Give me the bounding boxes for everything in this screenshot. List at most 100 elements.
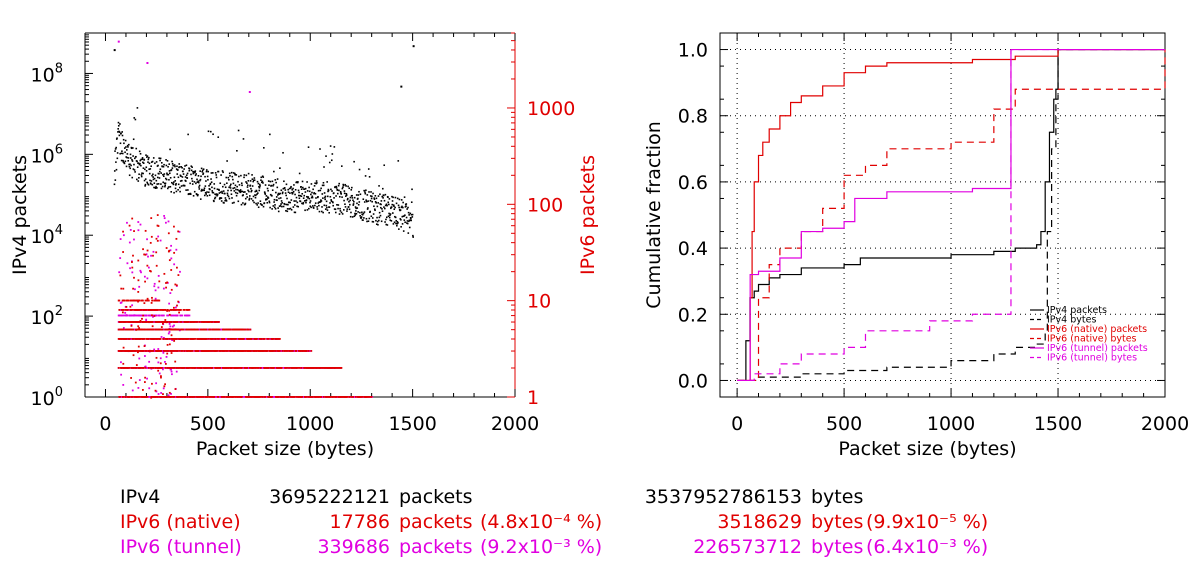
- ipv6-point: [132, 254, 134, 257]
- ipv6-point: [307, 396, 309, 398]
- ipv4-point: [166, 160, 169, 162]
- ipv6-point: [132, 328, 134, 331]
- ipv4-point: [275, 196, 278, 198]
- ipv4-point: [346, 208, 349, 210]
- ipv4-point: [290, 199, 293, 201]
- ipv4-point: [319, 189, 322, 192]
- ipv4-point: [302, 197, 305, 199]
- ipv4-point: [165, 164, 168, 167]
- ipv4-point: [279, 192, 281, 195]
- ipv4-point: [409, 219, 411, 222]
- ipv4-point: [327, 190, 329, 193]
- ipv4-point: [216, 188, 219, 191]
- ipv4-point: [324, 198, 326, 201]
- ipv6-point: [147, 337, 150, 340]
- ipv6-point: [139, 308, 142, 311]
- ipv4-point: [128, 165, 131, 168]
- ipv4-point: [389, 214, 391, 217]
- ipv6-point: [187, 350, 190, 352]
- ipv6-point: [146, 297, 149, 300]
- ipv6-point: [135, 366, 138, 369]
- ipv6-point: [183, 314, 186, 317]
- ipv4-point: [178, 166, 181, 168]
- ipv4-point: [226, 192, 229, 195]
- ipv4-point: [278, 193, 281, 195]
- ipv4-points: [113, 45, 415, 238]
- ipv4-point: [140, 164, 142, 167]
- ipv4-point: [178, 163, 181, 165]
- ipv4-point: [244, 197, 247, 200]
- ipv4-point: [159, 168, 162, 171]
- ipv6-point: [120, 301, 123, 304]
- ipv4-point: [153, 177, 156, 180]
- ipv6-point: [208, 366, 210, 369]
- ipv4-point: [330, 188, 332, 191]
- ipv4-point: [256, 193, 258, 196]
- ipv6-point: [123, 299, 126, 302]
- ipv6-point: [157, 350, 160, 352]
- ipv4-point: [394, 216, 397, 219]
- ipv6-point: [173, 263, 176, 266]
- ipv4-point: [211, 190, 214, 192]
- ipv6-point: [341, 396, 343, 398]
- ipv4-point: [334, 186, 336, 188]
- ipv6-point: [187, 366, 190, 369]
- ipv4-point: [177, 188, 179, 191]
- ipv4-point: [291, 191, 293, 194]
- ipv4-point: [125, 146, 127, 148]
- ipv4-point: [329, 202, 331, 204]
- ipv4-point: [402, 201, 404, 204]
- ipv6-point: [170, 244, 173, 247]
- ipv6-point: [297, 366, 300, 369]
- ipv4-point: [246, 186, 249, 188]
- ipv6-point: [146, 396, 149, 398]
- ipv6-point: [169, 325, 172, 328]
- ipv4-point: [259, 203, 262, 205]
- ipv6-point: [119, 238, 122, 240]
- ipv4-point: [250, 198, 253, 200]
- ipv6-point: [137, 325, 140, 328]
- ipv4-point: [212, 133, 214, 136]
- ipv4-point: [266, 201, 269, 204]
- ipv6-point: [157, 369, 160, 372]
- ipv4-point: [335, 185, 338, 188]
- ipv4-point: [230, 183, 232, 186]
- ipv4-point: [399, 218, 402, 220]
- ipv4-point: [202, 172, 205, 175]
- ipv4-point: [116, 137, 118, 139]
- x-tick-label: 500: [826, 413, 862, 435]
- ipv4-point: [299, 194, 302, 197]
- ipv6-point: [125, 314, 128, 316]
- ipv4-point: [367, 207, 369, 209]
- left-y-tick-label: 104: [31, 223, 63, 248]
- ipv4-point: [289, 192, 291, 194]
- ipv4-point: [222, 185, 224, 188]
- ipv6-point: [165, 247, 168, 249]
- ipv4-point: [395, 222, 397, 225]
- ipv4-point: [382, 194, 385, 197]
- ipv6-point: [191, 366, 194, 369]
- ipv4-point: [369, 195, 372, 197]
- ipv4-point: [238, 184, 241, 186]
- ipv4-point: [140, 174, 143, 176]
- ipv4-point: [320, 210, 323, 213]
- ipv6-point: [138, 299, 141, 302]
- ipv6-point: [225, 337, 228, 340]
- ipv6-point: [176, 314, 179, 317]
- ipv6-point: [287, 396, 290, 398]
- ipv4-point: [345, 194, 348, 196]
- ipv6-point: [143, 275, 146, 278]
- ipv6-point: [122, 287, 125, 290]
- ipv4-point: [362, 198, 365, 201]
- ipv6-point: [273, 366, 275, 369]
- ipv6-point: [187, 314, 190, 317]
- ipv6-point: [215, 350, 218, 352]
- ipv4-point: [368, 191, 370, 193]
- ipv6-point: [238, 396, 241, 398]
- ipv4-point: [119, 142, 122, 145]
- ipv4-point: [358, 201, 361, 203]
- ipv4-point: [214, 172, 217, 174]
- ipv4-point: [198, 184, 201, 187]
- ipv4-point: [150, 165, 152, 168]
- ipv4-point: [324, 195, 327, 198]
